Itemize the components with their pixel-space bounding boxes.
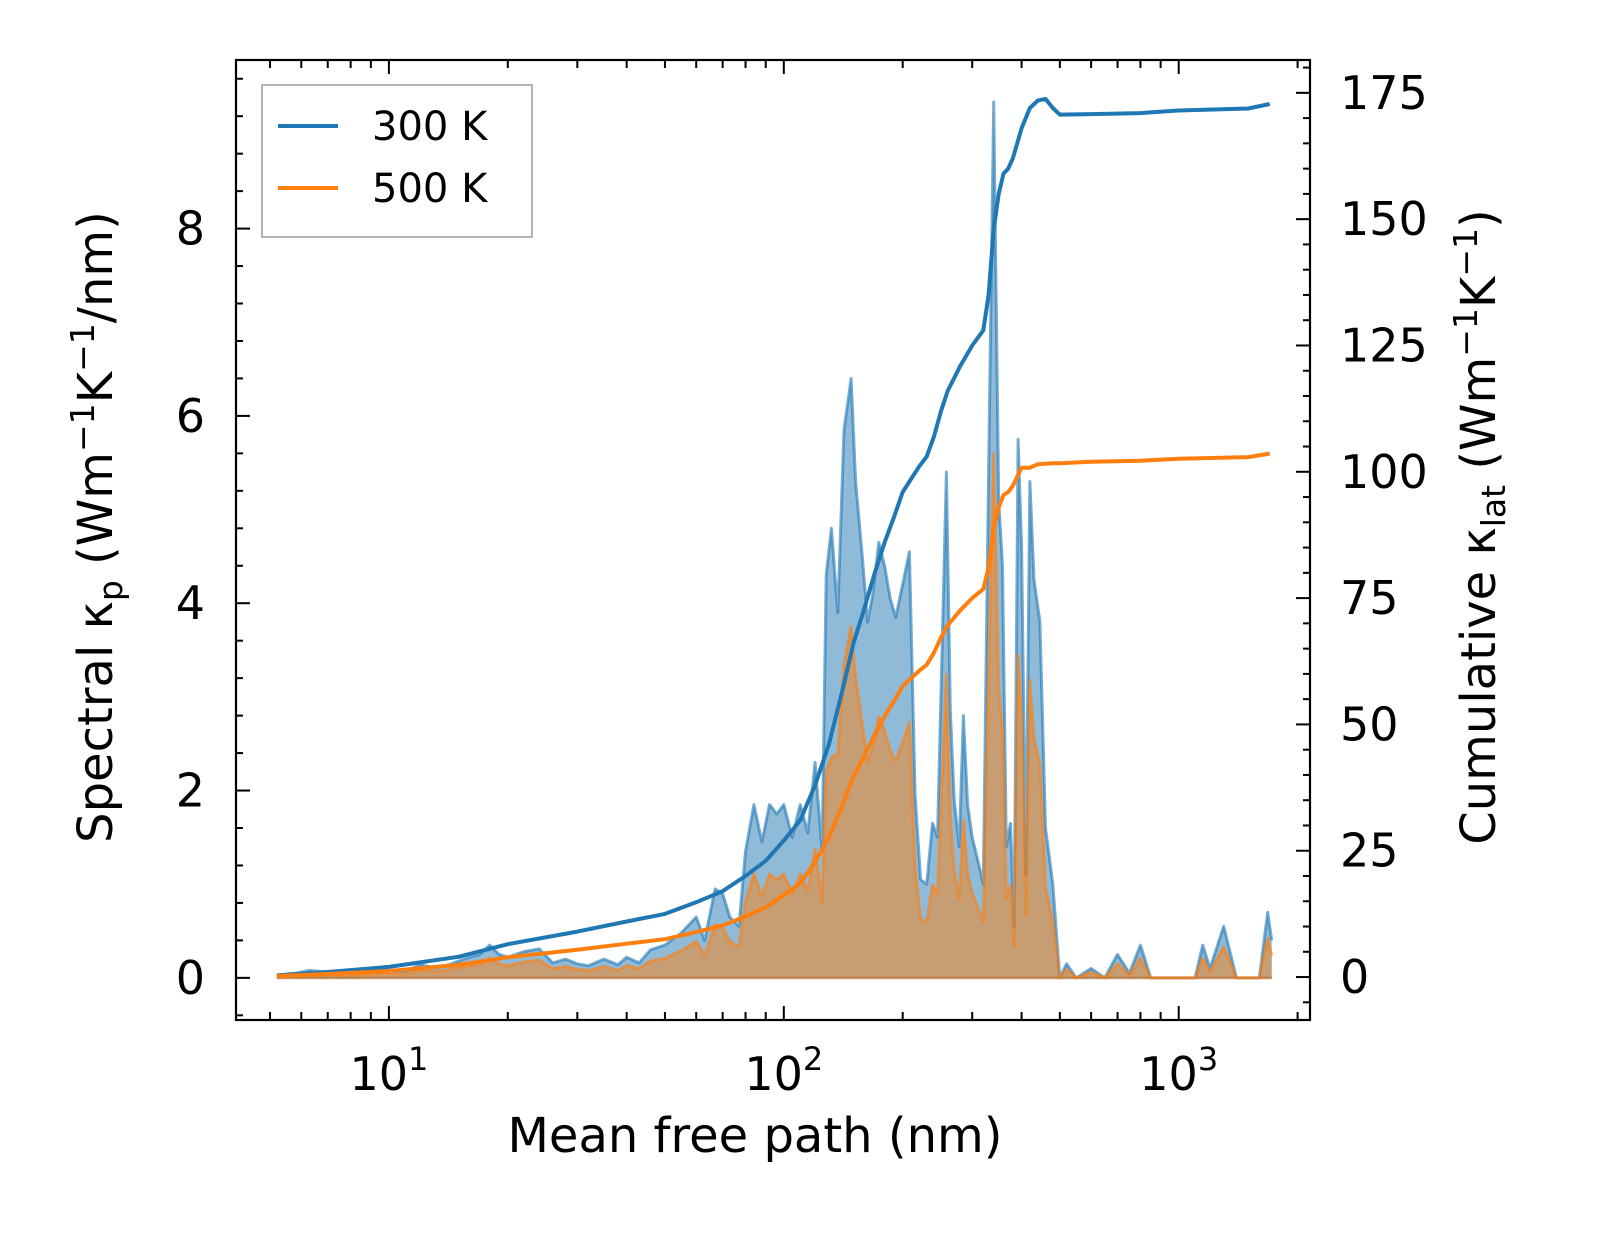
x-tick-label: 103 xyxy=(1139,1040,1218,1101)
y-right-tick-label: 150 xyxy=(1340,192,1428,246)
right-y-title-sup2: −1 xyxy=(1446,228,1485,277)
right-y-title-sup1: −1 xyxy=(1446,308,1485,357)
left-y-title-mid: K xyxy=(68,370,124,403)
left-y-title-sup1: −1 xyxy=(63,403,102,452)
x-tick-label-base: 10 xyxy=(349,1047,408,1101)
right-y-axis-title: Cumulative κlat (Wm−1K−1) xyxy=(1446,209,1513,845)
y-left-tick-label: 6 xyxy=(176,389,205,443)
left-y-title-subscript: p xyxy=(91,580,130,601)
x-axis-title: Mean free path (nm) xyxy=(508,1108,1003,1164)
y-left-tick-label: 0 xyxy=(176,951,205,1005)
right-y-title-unit-suffix: ) xyxy=(1451,209,1507,228)
legend-label-300k: 300 K xyxy=(372,104,489,150)
cumulative-line-layer xyxy=(276,96,1271,978)
right-y-title-subscript: lat xyxy=(1474,485,1513,527)
y-right-tick-label: 100 xyxy=(1340,445,1428,499)
x-tick-label-base: 10 xyxy=(744,1047,803,1101)
right-y-title-unit-prefix: (Wm xyxy=(1451,357,1507,485)
y-left-tick-label: 4 xyxy=(176,576,205,630)
y-left-tick-label: 8 xyxy=(176,202,205,256)
y-left-tick-label: 2 xyxy=(176,764,205,818)
cumulative-line-500k xyxy=(276,451,1271,978)
y-right-tick-label: 75 xyxy=(1340,571,1399,625)
y-right-tick-label: 125 xyxy=(1340,318,1428,372)
x-tick-label: 102 xyxy=(744,1040,823,1101)
y-right-tick-label: 0 xyxy=(1340,950,1369,1004)
cumulative-line-300k xyxy=(276,96,1271,978)
y-right-tick-label: 50 xyxy=(1340,697,1399,751)
y-right-tick-label: 175 xyxy=(1340,66,1428,120)
x-tick-label-exponent: 3 xyxy=(1198,1040,1218,1078)
left-y-title-base: Spectral κ xyxy=(68,601,124,843)
y-right-tick-label: 25 xyxy=(1340,824,1399,878)
left-y-title-sup2: −1 xyxy=(63,323,102,372)
spectral-line-500k xyxy=(276,451,1274,980)
x-tick-label-exponent: 2 xyxy=(803,1040,823,1078)
x-tick-label-exponent: 1 xyxy=(408,1040,428,1078)
tick-marks-layer xyxy=(236,60,1310,1020)
right-y-title-mid: K xyxy=(1451,275,1507,308)
x-tick-label: 101 xyxy=(349,1040,428,1101)
x-tick-label-base: 10 xyxy=(1139,1047,1198,1101)
right-y-title-base: Cumulative κ xyxy=(1451,527,1507,845)
left-y-title-unit-prefix: (Wm xyxy=(68,452,124,580)
legend-box xyxy=(261,84,533,238)
left-y-title-unit-suffix: /nm) xyxy=(68,211,124,323)
legend-label-500k: 500 K xyxy=(372,166,489,212)
plot-area-frame xyxy=(234,58,1312,1022)
left-y-axis-title: Spectral κp (Wm−1K−1/nm) xyxy=(63,211,130,843)
legend: 300 K 500 K xyxy=(261,84,533,238)
